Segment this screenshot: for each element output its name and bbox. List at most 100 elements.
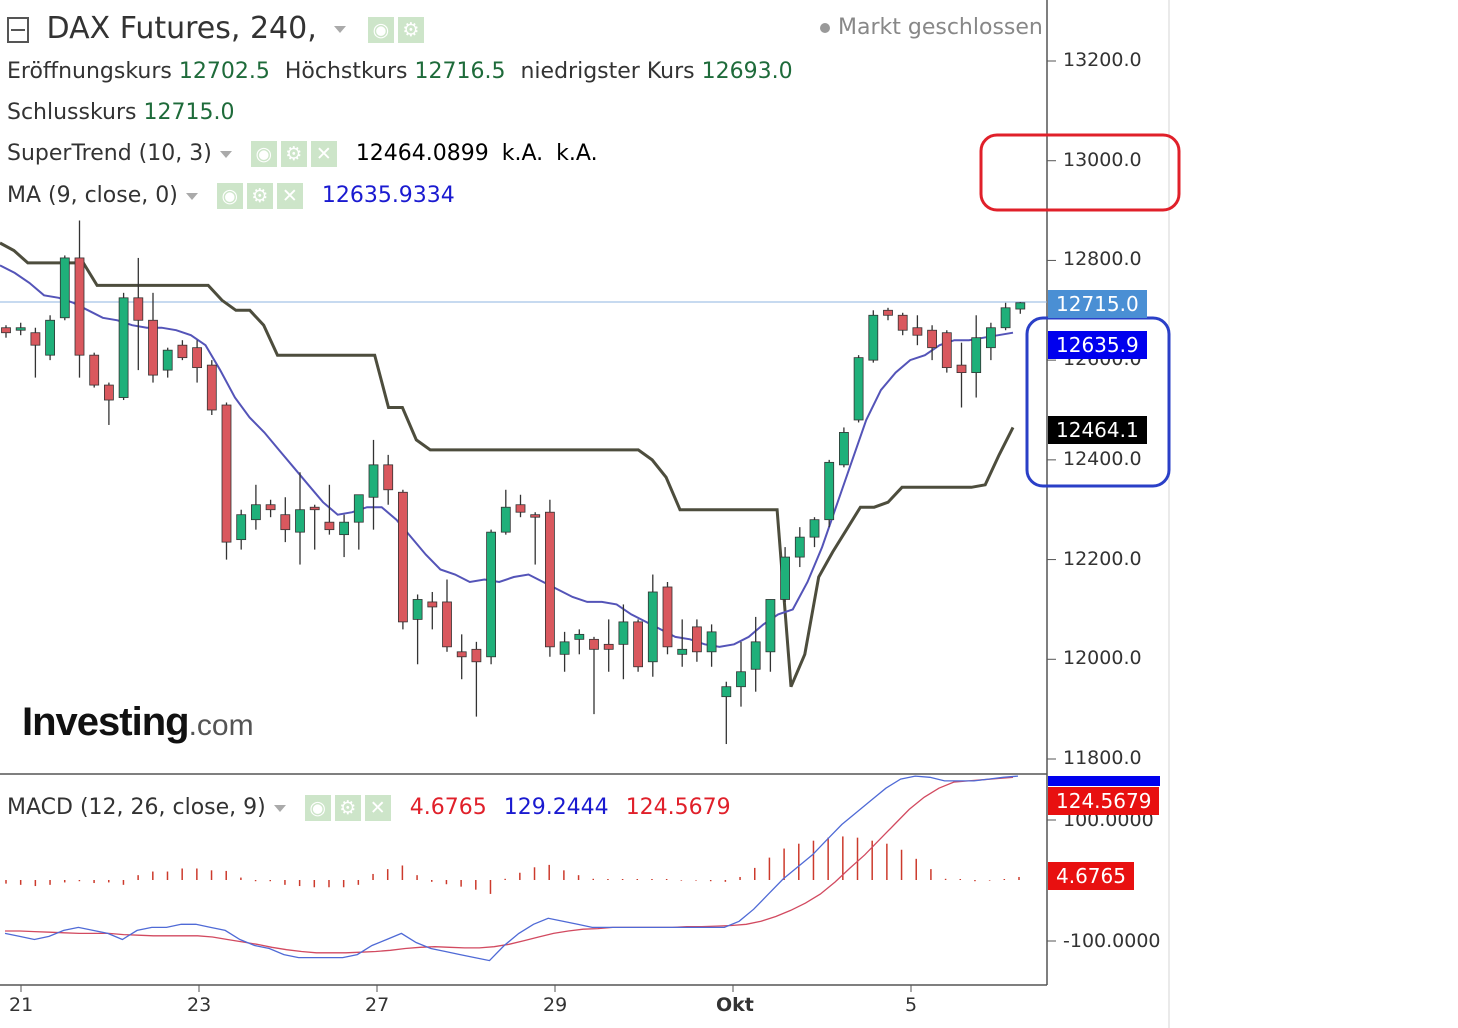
supertrend-path (0, 241, 1015, 688)
candle-body (236, 514, 247, 541)
x-tick-okt: Okt (716, 994, 754, 1016)
candle-body (427, 601, 438, 608)
candle-body (897, 314, 908, 331)
low-value: 12693.0 (701, 59, 793, 84)
macd-hist-tag: 4.6765 (1048, 862, 1134, 890)
candle-body (104, 384, 114, 401)
candle-body (603, 643, 614, 650)
ma-path (0, 264, 1014, 648)
eye-icon[interactable]: ◉ (216, 183, 243, 209)
candle-body (250, 504, 261, 521)
supertrend-legend: SuperTrend (10, 3) ◉ ⚙ ✕ 12464.0899 k.A. k… (7, 141, 598, 167)
macd-legend: MACD (12, 26, close, 9) ◉ ⚙ ✕ 4.6765 129.2… (7, 795, 731, 821)
chevron-down-icon[interactable] (334, 26, 347, 33)
ma-value: 12635.9334 (321, 183, 455, 208)
candle-body (324, 521, 335, 531)
chevron-down-icon[interactable] (185, 192, 198, 200)
candle-body (618, 621, 629, 645)
annotations (979, 133, 1181, 488)
ma-legend: MA (9, close, 0) ◉ ⚙ ✕ 12635.9334 (7, 183, 455, 209)
candle-body (662, 586, 673, 648)
supertrend-value: 12464.0899 (355, 141, 489, 166)
candle-body (574, 633, 585, 640)
candles (1, 220, 1026, 745)
symbol-row: DAX Futures, 240, ◉ ⚙ (7, 12, 428, 46)
candle-body (148, 319, 158, 376)
logo-main: Investing (22, 700, 190, 744)
eye-icon[interactable]: ◉ (250, 141, 277, 167)
candle-body (927, 329, 937, 349)
gear-icon[interactable]: ⚙ (246, 183, 273, 209)
price-axis-tick: 12400.0 (1063, 447, 1142, 470)
supertrend-line (0, 241, 1015, 688)
candle-body (589, 638, 599, 650)
candle-body (986, 327, 996, 349)
candle-body (941, 332, 952, 369)
candle-body (383, 464, 394, 491)
price-axis-tick: 12800.0 (1063, 248, 1142, 271)
symbol-title: DAX Futures, 240, (46, 11, 317, 46)
candle-body (15, 327, 26, 331)
candle-body (45, 319, 55, 356)
macd-lines (4, 775, 1019, 962)
candle-body (265, 504, 276, 511)
candle-body (1015, 302, 1026, 310)
low-label: niedrigster Kurs (520, 59, 695, 84)
chevron-down-icon[interactable] (219, 150, 232, 158)
candle-body (1000, 307, 1011, 329)
close-icon[interactable]: ✕ (364, 795, 391, 821)
gear-icon[interactable]: ⚙ (280, 141, 307, 167)
candle-body (221, 404, 232, 543)
ma-label: MA (9, close, 0) (7, 183, 178, 208)
price-axis-tick: 11800.0 (1063, 747, 1142, 769)
supertrend-price-tag: 12464.1 (1048, 416, 1147, 444)
price-axis-tick: 12000.0 (1063, 647, 1142, 670)
candle-body (706, 631, 717, 653)
candle-body (794, 536, 805, 558)
close-icon[interactable]: ✕ (276, 183, 303, 209)
gear-icon[interactable]: ⚙ (397, 16, 424, 43)
x-tick-29: 29 (543, 994, 568, 1016)
candle-body (353, 494, 364, 523)
candle-body (486, 531, 497, 658)
gear-icon[interactable]: ⚙ (334, 795, 361, 821)
x-tick-5: 5 (905, 994, 918, 1016)
candle-body (456, 651, 467, 658)
menu-icon[interactable] (7, 16, 29, 43)
high-value: 12716.5 (414, 59, 506, 84)
candle-body (736, 671, 746, 688)
chevron-down-icon[interactable] (273, 804, 286, 812)
x-tick-27: 27 (365, 994, 390, 1016)
signal-path (5, 776, 1014, 954)
status-dot-icon (820, 23, 830, 33)
candle-body (912, 327, 923, 336)
eye-icon[interactable]: ◉ (367, 16, 394, 43)
candle-body (177, 344, 188, 359)
close-label: Schlusskurs (7, 100, 137, 125)
close-icon[interactable]: ✕ (310, 141, 337, 167)
price-axis-tick: 12200.0 (1063, 547, 1142, 570)
candle-body (280, 514, 291, 531)
candle-body (471, 648, 482, 663)
market-status: Markt geschlossen (820, 15, 1043, 41)
open-label: Eröffnungskurs (7, 59, 172, 84)
macd-hist-value: 4.6765 (409, 795, 487, 820)
eye-icon[interactable]: ◉ (304, 795, 331, 821)
ohlc-line-2: Schlusskurs 12715.0 (7, 100, 234, 126)
macd-path (4, 775, 1019, 962)
candle-body (59, 257, 70, 319)
candle-body (824, 461, 835, 521)
macd-histogram (5, 836, 1020, 894)
candle-body (339, 521, 350, 536)
candle-body (133, 297, 144, 321)
macd-axis-tick-neg100: -100.0000 (1063, 930, 1161, 952)
candle-body (559, 641, 570, 655)
open-value: 12702.5 (178, 59, 270, 84)
macd-signal-tag: 124.5679 (1048, 787, 1160, 815)
candle-body (74, 257, 85, 356)
candle-body (412, 599, 423, 620)
candle-body (853, 357, 864, 421)
candle-body (545, 511, 555, 648)
candle-body (192, 347, 203, 369)
candle-body (442, 601, 452, 648)
